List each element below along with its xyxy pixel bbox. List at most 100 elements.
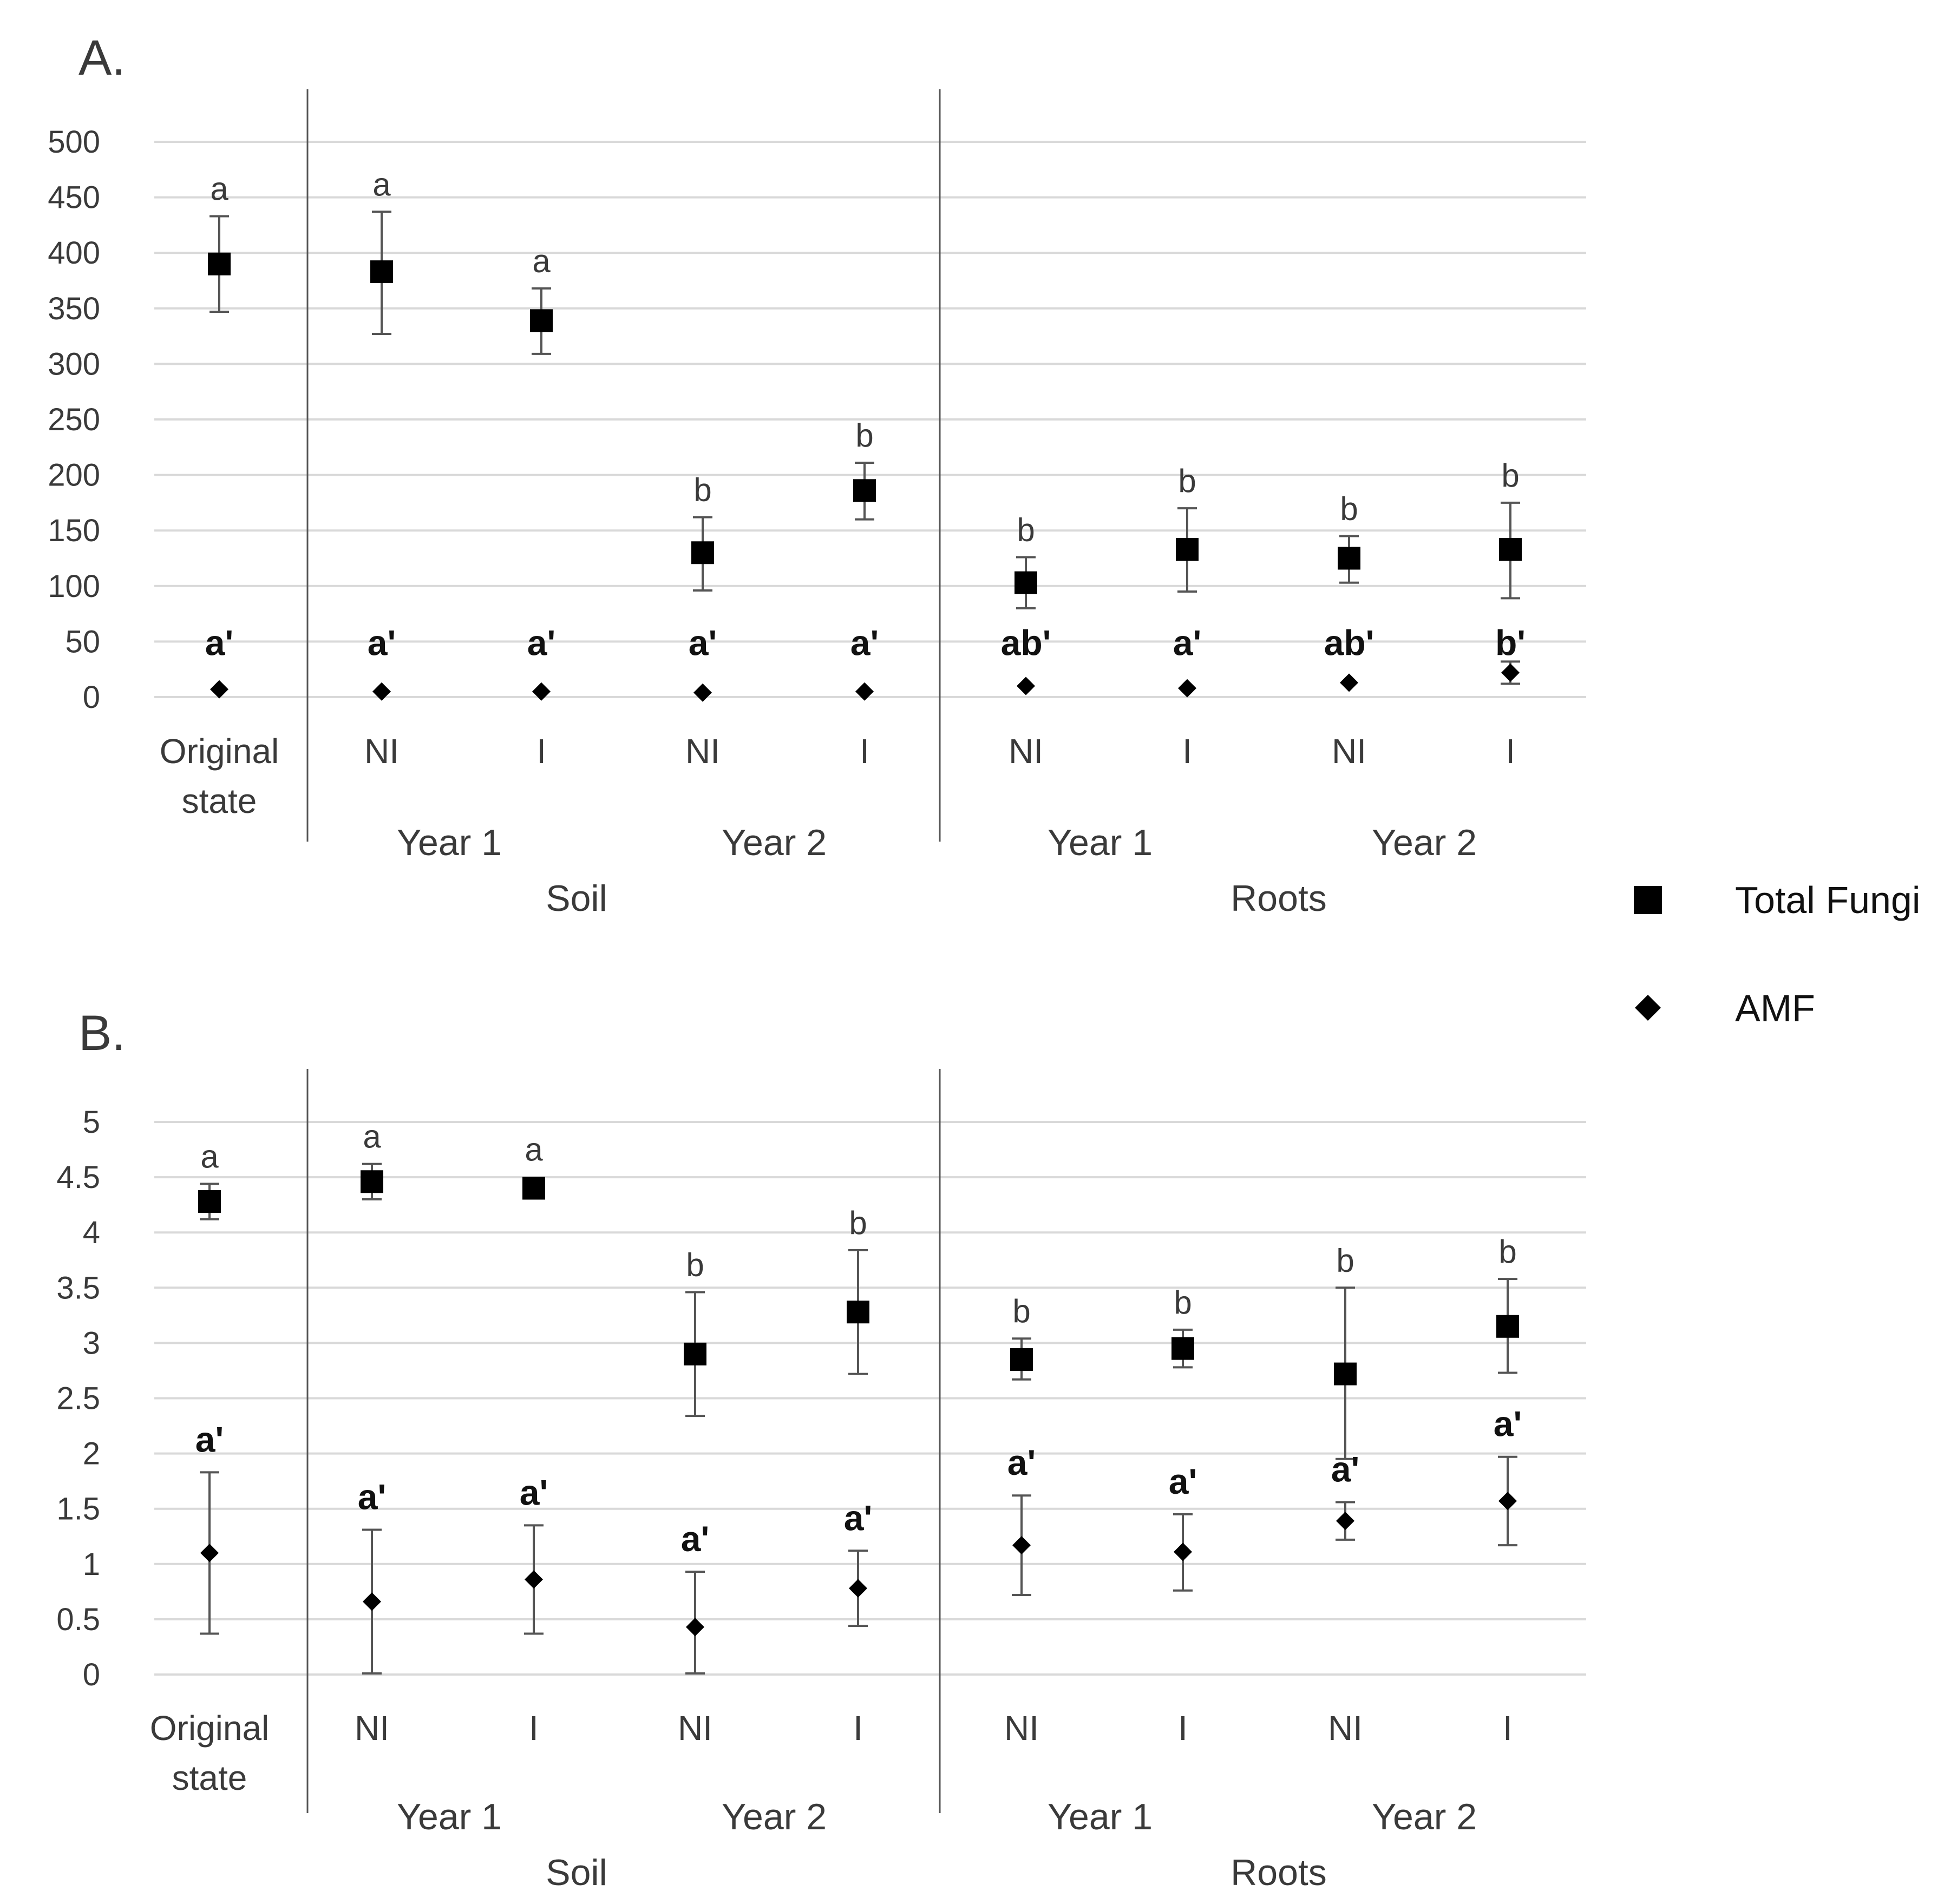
fungi-sig-letter: a [532,243,551,279]
fungi-point [1496,1315,1519,1338]
amf-point [372,682,391,701]
x-tick-label: NI [1328,1709,1363,1748]
year-label: Year 2 [722,822,827,863]
panel-a-plot-area: a a a b b b b b b a' a' a' a' a' ab' a' ab' b' [205,166,1526,702]
x-tick-label: I [853,1709,863,1748]
fungi-point [530,309,553,332]
fungi-point [1338,547,1360,570]
y-tick-label: 5 [83,1105,100,1140]
amf-point [525,1570,543,1589]
amf-sig-letter: a' [681,1519,709,1559]
panel-b-dividers [306,1069,941,1813]
amf-point [1178,679,1196,698]
fungi-point [1176,538,1199,561]
x-tick-label: NI [1004,1709,1039,1748]
y-tick-label: 2.5 [56,1381,100,1416]
group-label: Soil [546,1852,607,1893]
amf-sig-letter: a' [1331,1449,1359,1489]
fungi-sig-letter: b [693,472,711,508]
group-label: Roots [1231,878,1327,919]
panel-a-grid [154,141,1586,698]
x-tick-label: I [860,732,869,771]
x-tick-label: NI [364,732,399,771]
y-tick-label: 50 [65,624,100,659]
amf-point [849,1579,867,1598]
fungi-point [522,1177,545,1200]
fungi-point [691,541,714,564]
fungi-point [198,1190,221,1213]
group-label: Roots [1231,1852,1327,1893]
panel-a-dividers [306,89,941,842]
fungi-point [208,252,231,275]
fungi-sig-letter: b [855,417,873,454]
y-tick-label: 2 [83,1436,100,1472]
panel-b-plot-area: a a a b b b b b b a' a' a' a' a' a' a' a' a' [195,1119,1522,1675]
fungi-sig-letter: b [1340,490,1358,527]
fungi-sig-letter: b [849,1205,867,1241]
panel-b: B. 0 0.5 1 1.5 2 2.5 3 3.5 4 4.5 5 Original state NI… [56,1006,1586,1893]
x-tick-label: NI [1332,732,1366,771]
year-label: Year 1 [1048,1796,1153,1837]
amf-sig-letter: a' [1007,1442,1036,1482]
y-tick-label: 150 [48,513,100,548]
fungi-sig-letter: b [1178,463,1196,499]
x-tick-label: I [529,1709,539,1748]
amf-sig-letter: a' [850,622,879,662]
fungi-sig-letter: b [1336,1242,1354,1278]
y-tick-label: 4.5 [56,1160,100,1195]
amf-point [1017,677,1035,695]
amf-sig-letter: a' [358,1476,386,1516]
fungi-point [370,260,393,284]
y-tick-label: 1 [83,1547,100,1582]
x-tick-label: I [1506,732,1515,771]
fungi-sig-letter: a [372,166,391,202]
y-tick-label: 350 [48,291,100,326]
amf-sig-letter: a' [527,622,555,662]
fungi-sig-letter: b [686,1246,704,1283]
amf-sig-letter: b' [1495,622,1526,662]
y-tick-label: 250 [48,402,100,437]
amf-point [210,680,228,699]
fungi-sig-letter: b [1501,457,1519,494]
y-tick-label: 500 [48,124,100,160]
panel-b-year-labels: Year 1 Year 2 Year 1 Year 2 [397,1796,1477,1837]
panel-b-x-axis: Original state NI I NI I NI I NI I [150,1709,1513,1797]
x-tick-label: I [1182,732,1192,771]
amf-sig-letter: ab' [1001,622,1051,662]
amf-point [686,1618,704,1637]
fungi-sig-letter: b [1017,511,1035,548]
amf-point [1501,663,1520,682]
x-tick-label: I [536,732,546,771]
panel-a: A. 0 50 100 150 200 250 300 350 400 450 500 Origin… [48,30,1586,919]
amf-point [1340,673,1358,692]
amf-point [532,682,551,701]
y-tick-label: 300 [48,346,100,382]
y-tick-label: 4 [83,1215,100,1250]
legend-amf-label: AMF [1735,987,1815,1029]
amf-point [1336,1512,1354,1531]
y-tick-label: 450 [48,180,100,215]
panel-b-y-axis: 0 0.5 1 1.5 2 2.5 3 3.5 4 4.5 5 [56,1105,100,1692]
year-label: Year 2 [1372,1796,1477,1837]
fungi-point [847,1301,869,1324]
amf-sig-letter: a' [689,622,717,662]
y-tick-label: 3 [83,1325,100,1361]
panel-a-label: A. [78,30,126,86]
panel-a-x-axis: Original state NI I NI I NI I NI I [160,732,1515,820]
group-label: Soil [546,878,607,919]
x-tick-label: I [1178,1709,1188,1748]
fungi-point [1171,1337,1194,1360]
amf-sig-letter: a' [1173,622,1201,662]
x-tick-label: Original [160,732,279,771]
fungi-point [1010,1348,1033,1371]
amf-sig-letter: a' [195,1419,224,1459]
amf-sig-letter: a' [844,1498,872,1538]
amf-sig-letter: ab' [1324,622,1375,662]
panel-a-y-axis: 0 50 100 150 200 250 300 350 400 450 500 [48,124,100,715]
amf-sig-letter: a' [520,1472,548,1512]
x-tick-label: NI [1009,732,1043,771]
amf-sig-letter: a' [1169,1461,1197,1501]
panel-b-grid [154,1121,1586,1676]
y-tick-label: 200 [48,458,100,493]
fungi-point [361,1170,383,1193]
